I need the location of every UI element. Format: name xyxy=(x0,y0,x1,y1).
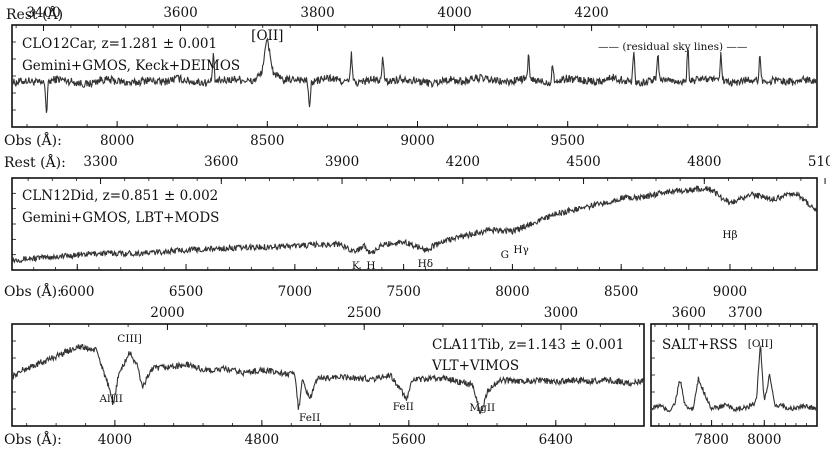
p4-annotation: SALT+RSS xyxy=(662,337,738,353)
p2-line-label: K xyxy=(352,260,360,272)
p2-top-tick-label: 3900 xyxy=(325,154,359,170)
p4-top-tick-label: 3600 xyxy=(672,305,706,321)
p3-bottom-axis-label: Obs (Å): xyxy=(4,430,62,448)
p1-bottom-tick-label: 9000 xyxy=(400,133,434,149)
p2-spectrum-line xyxy=(11,184,818,264)
p1-top-tick-label: 3600 xyxy=(163,5,197,21)
p4-bottom-tick-label: 8000 xyxy=(747,432,781,448)
p1-annotation: CLO12Car, z=1.281 ± 0.001 xyxy=(22,36,217,52)
p1-top-tick-label: 3800 xyxy=(300,5,334,21)
p3-bottom-tick-label: 6400 xyxy=(539,432,573,448)
p1-top-tick-label: 4200 xyxy=(574,5,608,21)
p2-bottom-tick-label: 6500 xyxy=(169,284,203,300)
p2-line-label: G xyxy=(501,249,509,261)
p3-line-label: CIII] xyxy=(117,333,142,345)
p2-annotation: Gemini+GMOS, LBT+MODS xyxy=(22,210,219,226)
p2-bottom-tick-label: 8500 xyxy=(604,284,638,300)
p2-top-axis-label: Rest (Å): xyxy=(4,153,66,171)
p2-bottom-tick-label: 9000 xyxy=(713,284,747,300)
p3-bottom-tick-label: 5600 xyxy=(392,432,426,448)
p1-annotation: Gemini+GMOS, Keck+DEIMOS xyxy=(22,58,240,74)
p2-top-tick-label: 3600 xyxy=(204,154,238,170)
p1-top-tick-label: 4000 xyxy=(437,5,471,21)
p3-line-label: MgII xyxy=(469,402,495,414)
p4-bottom-tick-label: 7800 xyxy=(694,432,728,448)
p2-line-label: Hδ xyxy=(418,258,433,270)
p3-line-label: FeII xyxy=(393,401,414,413)
p2-line-label: Hβ xyxy=(722,229,737,241)
p3-line-label: FeII xyxy=(299,412,320,424)
p3-annotation: CLA11Tib, z=1.143 ± 0.001 xyxy=(432,337,624,353)
p2-top-tick-label: 4200 xyxy=(446,154,480,170)
p3-line-label: AlIII xyxy=(99,393,123,405)
p1-spectrum-line xyxy=(11,37,818,113)
p4-panel: 7800 8000 3600 3700 SALT+RSS [OII] xyxy=(650,305,818,448)
p2-bottom-tick-label: 8000 xyxy=(495,284,529,300)
p2-top-tick-label: 4800 xyxy=(687,154,721,170)
p2-bottom-tick-label: 7500 xyxy=(386,284,420,300)
p3-bottom-tick-label: 4800 xyxy=(245,432,279,448)
p3-top-tick-label: 3000 xyxy=(544,305,578,321)
p2-top-tick-label: 3300 xyxy=(83,154,117,170)
p1-sky-note: —— (residual sky lines) —— xyxy=(598,41,748,53)
p2-bottom-axis-label: Obs (Å): xyxy=(4,282,62,300)
p1-panel: 8000 8500 9000 9500 3400 3600 3800 4000 4200 CLO1… xyxy=(11,5,818,149)
p1-top-axis-label: Rest (Å) xyxy=(6,5,63,23)
p4-spectrum-line xyxy=(650,344,817,413)
p2-top-tick-label: 4500 xyxy=(566,154,600,170)
p1-top-tick-label: 3400 xyxy=(26,5,60,21)
p1-bottom-tick-label: 8500 xyxy=(250,133,284,149)
p2-bottom-tick-label: 7000 xyxy=(278,284,312,300)
p1-bottom-tick-label: 9500 xyxy=(551,133,585,149)
p2-line-label: H xyxy=(366,260,375,272)
p3-spectrum-line xyxy=(11,343,645,415)
p1-line-label: [OII] xyxy=(251,28,283,44)
p3-panel: 4000 4800 5600 6400 2000 2500 3000 CLA11Tib, z=… xyxy=(11,305,645,448)
p1-bottom-axis-label: Obs (Å): xyxy=(4,131,62,149)
p4-line-label: [OII] xyxy=(748,338,773,350)
p2-line-label: Hγ xyxy=(513,244,528,256)
p2-annotation: CLN12Did, z=0.851 ± 0.002 xyxy=(22,188,218,204)
p2-panel: 6000 6500 7000 7500 8000 8500 9000 3300 3600 3900… xyxy=(11,154,830,300)
p2-bottom-tick-label: 6000 xyxy=(60,284,94,300)
p1-bottom-tick-label: 8000 xyxy=(100,133,134,149)
p3-top-tick-label: 2500 xyxy=(347,305,381,321)
p3-bottom-tick-label: 4000 xyxy=(98,432,132,448)
p2-top-tick-label: 5100 xyxy=(808,154,830,170)
p3-top-tick-label: 2000 xyxy=(150,305,184,321)
panels-group: 8000 8500 9000 9500 3400 3600 3800 4000 4200 CLO1… xyxy=(11,5,830,448)
p4-top-tick-label: 3700 xyxy=(728,305,762,321)
p3-annotation: VLT+VIMOS xyxy=(431,358,519,374)
